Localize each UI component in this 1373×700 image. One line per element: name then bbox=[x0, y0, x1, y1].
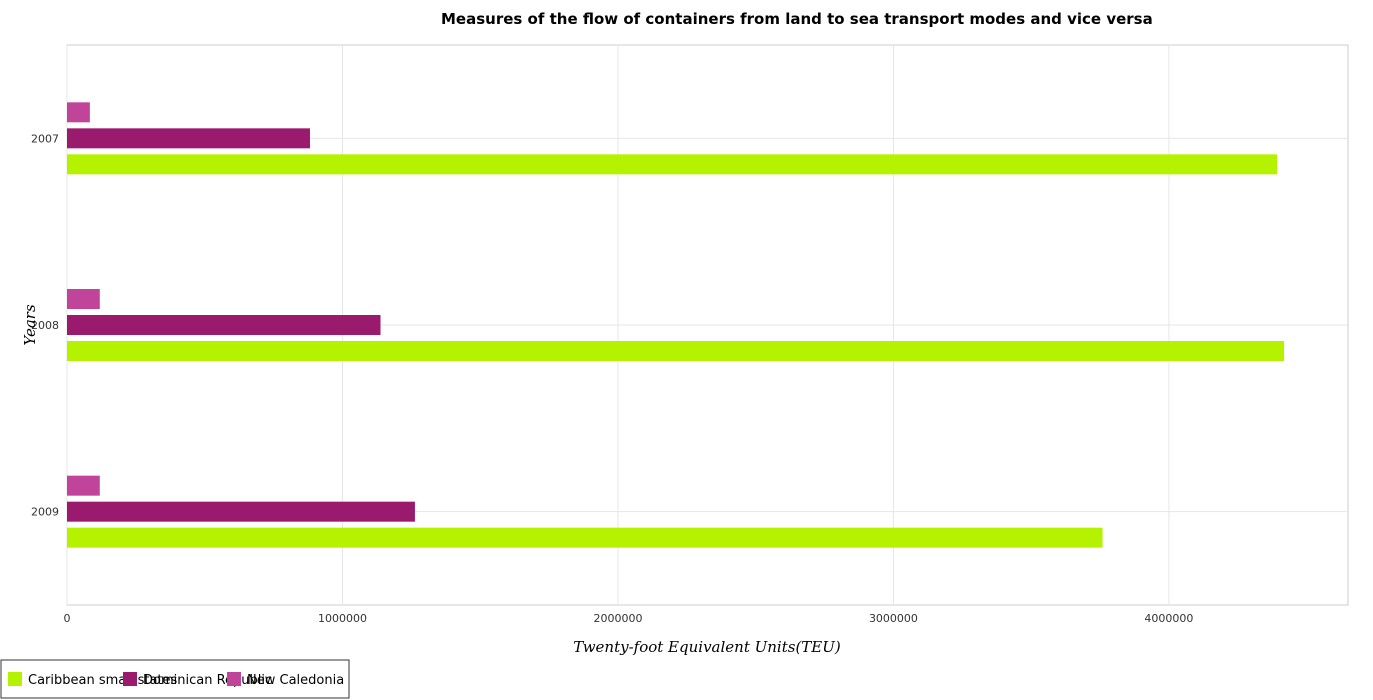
y-tick-label: 2007 bbox=[31, 132, 59, 145]
x-tick-label: 2000000 bbox=[593, 612, 642, 625]
y-axis-label: Years bbox=[21, 304, 39, 346]
legend-label: Caribbean small states bbox=[28, 673, 178, 688]
bar bbox=[67, 475, 100, 496]
x-tick-label: 3000000 bbox=[869, 612, 918, 625]
bar bbox=[67, 341, 1285, 361]
bar bbox=[67, 102, 90, 123]
bars bbox=[67, 102, 1285, 548]
bar bbox=[67, 501, 415, 522]
bar bbox=[67, 527, 1103, 548]
x-tick-label: 1000000 bbox=[318, 612, 367, 625]
legend-swatch bbox=[123, 672, 137, 686]
legend-swatch bbox=[227, 672, 241, 686]
x-tick-label: 0 bbox=[64, 612, 71, 625]
y-tick-label: 2008 bbox=[31, 319, 59, 332]
bar bbox=[67, 315, 381, 335]
legend-label: New Caledonia bbox=[247, 673, 344, 688]
x-tick-labels: 0 1000000 2000000 3000000 4000000 bbox=[64, 612, 1194, 625]
bar bbox=[67, 289, 100, 309]
legend-box bbox=[0, 659, 350, 699]
legend-swatch bbox=[8, 672, 22, 686]
chart-title: Measures of the flow of containers from … bbox=[441, 10, 1153, 28]
bar bbox=[67, 128, 310, 149]
x-axis-label: Twenty-foot Equivalent Units(TEU) bbox=[573, 638, 841, 656]
y-tick-labels: 2007 2008 2009 bbox=[31, 132, 59, 518]
x-tick-label: 4000000 bbox=[1144, 612, 1193, 625]
y-tick-label: 2009 bbox=[31, 506, 59, 519]
bar bbox=[67, 154, 1278, 175]
plot-area: 0 1000000 2000000 3000000 4000000 2007200820… bbox=[31, 44, 1349, 625]
